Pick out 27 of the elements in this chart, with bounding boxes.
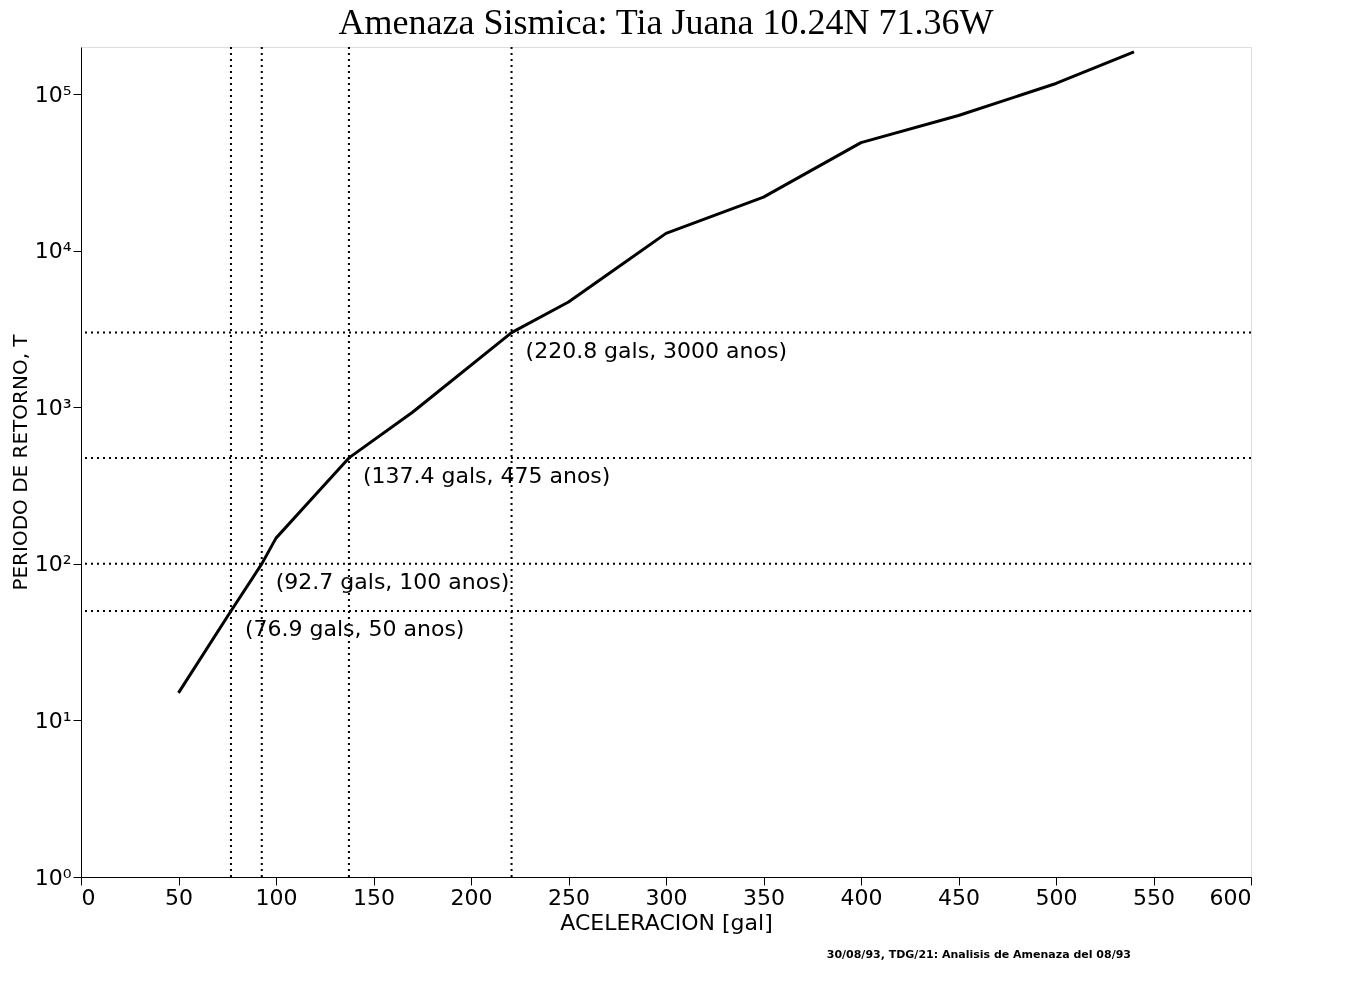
y-tick-label: 10³ bbox=[34, 394, 72, 420]
y-tick-label: 10¹ bbox=[34, 707, 72, 733]
y-tick-label: 10⁴ bbox=[34, 238, 72, 264]
y-tick-label: 10⁰ bbox=[34, 864, 72, 890]
x-tick-label: 400 bbox=[840, 884, 883, 910]
annotation: (220.8 gals, 3000 anos) bbox=[525, 337, 788, 363]
chart-title: Amenaza Sismica: Tia Juana 10.24N 71.36W bbox=[338, 2, 994, 42]
text: 30/08/93, TDG/21: Analisis de Amenaza del 08/93 bbox=[826, 948, 1131, 961]
x-tick-label: 500 bbox=[1035, 884, 1078, 910]
y-axis-title: PERIODO DE RETORNO, T bbox=[7, 333, 32, 591]
y-tick-label: 10² bbox=[34, 551, 72, 577]
x-tick-label: 0 bbox=[81, 884, 96, 910]
y-tick-label: 10⁵ bbox=[34, 81, 72, 107]
x-tick-label: 250 bbox=[548, 884, 590, 910]
x-tick-label: 550 bbox=[1133, 884, 1175, 910]
x-tick-label: 300 bbox=[645, 884, 688, 910]
x-tick-label: 150 bbox=[353, 884, 395, 910]
x-tick-label: 200 bbox=[450, 884, 493, 910]
annotation: (76.9 gals, 50 anos) bbox=[244, 615, 465, 641]
annotation: (92.7 gals, 100 anos) bbox=[275, 568, 510, 594]
x-axis-title: ACELERACION [gal] bbox=[560, 909, 773, 935]
x-tick-label: 600 bbox=[1209, 884, 1252, 910]
x-tick-label: 350 bbox=[743, 884, 785, 910]
annotation: (137.4 gals, 475 anos) bbox=[362, 462, 611, 488]
x-tick-label: 100 bbox=[255, 884, 298, 910]
x-tick-label: 50 bbox=[165, 884, 193, 910]
x-tick-label: 450 bbox=[938, 884, 980, 910]
